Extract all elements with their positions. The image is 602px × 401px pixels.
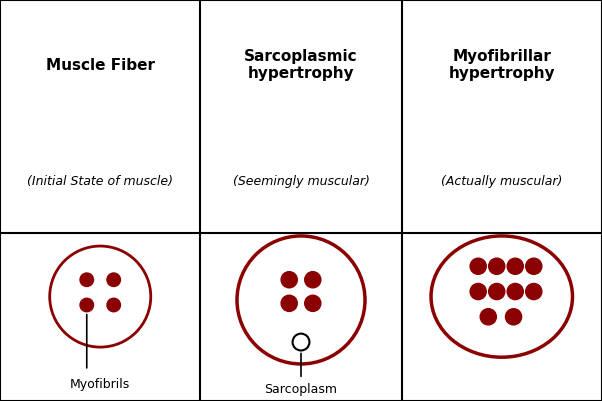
- Circle shape: [281, 295, 297, 312]
- Text: Muscle Fiber: Muscle Fiber: [46, 58, 155, 73]
- Text: (Initial State of muscle): (Initial State of muscle): [27, 175, 173, 188]
- Circle shape: [305, 295, 321, 312]
- Text: Sarcoplasmic
hypertrophy: Sarcoplasmic hypertrophy: [244, 49, 358, 81]
- Circle shape: [470, 258, 486, 274]
- Circle shape: [80, 298, 93, 312]
- Circle shape: [470, 284, 486, 300]
- Circle shape: [507, 284, 523, 300]
- Circle shape: [80, 273, 93, 286]
- Text: Myofibrils: Myofibrils: [70, 378, 131, 391]
- Circle shape: [526, 258, 542, 274]
- Text: Sarcoplasm: Sarcoplasm: [264, 383, 338, 396]
- Text: Myofibrillar
hypertrophy: Myofibrillar hypertrophy: [448, 49, 555, 81]
- Circle shape: [489, 258, 505, 274]
- Circle shape: [281, 271, 297, 288]
- Text: (Seemingly muscular): (Seemingly muscular): [232, 175, 370, 188]
- Circle shape: [526, 284, 542, 300]
- Circle shape: [507, 258, 523, 274]
- Circle shape: [107, 273, 120, 286]
- Text: (Actually muscular): (Actually muscular): [441, 175, 562, 188]
- Circle shape: [480, 309, 497, 325]
- Circle shape: [305, 271, 321, 288]
- Circle shape: [506, 309, 522, 325]
- Circle shape: [107, 298, 120, 312]
- Circle shape: [489, 284, 505, 300]
